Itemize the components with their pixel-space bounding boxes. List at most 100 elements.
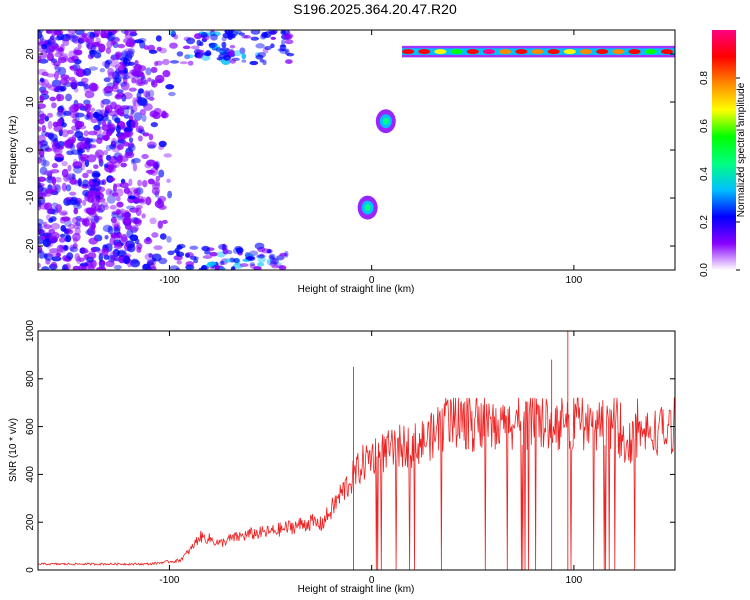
noise-blob <box>38 178 41 185</box>
spectrogram-y-label: Frequency (Hz) <box>8 116 19 185</box>
noise-blob <box>40 50 48 59</box>
noise-blob <box>39 251 45 260</box>
noise-blob <box>102 87 110 94</box>
noise-blob <box>51 176 57 186</box>
noise-blob <box>65 262 72 270</box>
noise-blob <box>155 175 161 182</box>
noise-blob <box>107 225 114 235</box>
noise-blob <box>277 48 286 52</box>
noise-blob <box>67 164 72 172</box>
y-tick-label: 200 <box>25 513 36 530</box>
noise-blob <box>72 265 81 270</box>
noise-blob <box>71 173 76 180</box>
noise-blob <box>44 253 54 261</box>
snr-marks <box>38 331 675 570</box>
noise-blob <box>61 161 68 167</box>
noise-blob <box>128 137 134 143</box>
noise-blob <box>41 43 48 50</box>
noise-blob <box>165 84 175 90</box>
noise-blob <box>59 85 67 92</box>
noise-blob <box>132 162 138 172</box>
noise-blob <box>189 245 199 250</box>
noise-blob <box>101 120 106 127</box>
noise-blob <box>41 131 49 137</box>
noise-blob <box>49 248 59 254</box>
noise-blob <box>91 170 101 179</box>
noise-blob <box>58 55 68 61</box>
noise-blob <box>122 141 130 147</box>
noise-blob <box>209 252 218 257</box>
noise-blob <box>115 93 121 99</box>
noise-blob <box>88 66 98 71</box>
noise-blob <box>110 137 118 147</box>
noise-blob <box>92 111 99 119</box>
noise-blob <box>93 164 99 170</box>
noise-blob <box>105 59 112 65</box>
noise-blob <box>105 130 113 137</box>
noise-blob <box>105 122 115 127</box>
noise-blob <box>136 91 142 100</box>
noise-blob <box>77 147 83 156</box>
noise-blob <box>107 31 113 37</box>
noise-blob <box>82 67 92 76</box>
noise-blob <box>186 54 194 59</box>
noise-blob <box>123 92 133 100</box>
noise-blob <box>130 259 141 268</box>
noise-blob <box>65 234 72 243</box>
noise-blob <box>59 216 66 224</box>
noise-blob <box>129 30 137 35</box>
noise-blob <box>200 32 208 38</box>
noise-blob <box>44 234 51 241</box>
noise-blob <box>137 195 143 200</box>
tonal-line-segment <box>644 49 657 55</box>
noise-blob <box>249 60 259 66</box>
noise-blob <box>139 108 147 116</box>
noise-blob <box>279 252 288 257</box>
noise-blob <box>42 221 48 227</box>
noise-blob <box>284 250 289 258</box>
noise-blob <box>60 209 68 216</box>
noise-blob <box>123 114 130 119</box>
colorbar-tick-label: 0.4 <box>699 167 710 181</box>
noise-blob <box>72 232 81 242</box>
noise-blob <box>100 99 105 109</box>
noise-blob <box>75 120 85 128</box>
noise-blob <box>88 211 97 217</box>
y-tick-label: 400 <box>25 466 36 483</box>
noise-blob <box>105 188 113 196</box>
noise-blob <box>161 219 168 224</box>
noise-blob <box>141 114 147 123</box>
noise-blob <box>262 59 267 66</box>
noise-blob <box>40 90 49 95</box>
noise-blob <box>72 237 78 244</box>
noise-blob <box>84 137 91 146</box>
noise-blob <box>241 53 247 60</box>
noise-blob <box>123 127 134 132</box>
noise-blob <box>147 178 155 185</box>
x-tick-label: -100 <box>159 275 179 286</box>
noise-blob <box>87 190 98 197</box>
noise-blob <box>45 30 51 34</box>
noise-blob <box>116 144 124 150</box>
noise-blob <box>75 221 81 227</box>
noise-blob <box>120 233 128 243</box>
noise-blob <box>131 157 141 164</box>
noise-blob <box>50 222 61 230</box>
noise-blob <box>91 222 96 231</box>
noise-blob <box>42 232 52 237</box>
tonal-line-segment <box>434 49 447 55</box>
noise-blob <box>78 257 85 262</box>
noise-blob <box>134 59 139 66</box>
spectrogram-marks <box>38 30 675 270</box>
noise-blob <box>124 216 130 225</box>
noise-blob <box>176 51 184 57</box>
noise-blob <box>135 204 143 210</box>
noise-blob <box>38 118 45 124</box>
noise-blob <box>59 51 65 56</box>
noise-blob <box>128 178 133 187</box>
tonal-line-segment <box>515 49 528 55</box>
noise-blob <box>67 30 77 35</box>
noise-blob <box>139 129 146 135</box>
noise-blob <box>69 179 80 185</box>
noise-blob <box>69 65 74 70</box>
